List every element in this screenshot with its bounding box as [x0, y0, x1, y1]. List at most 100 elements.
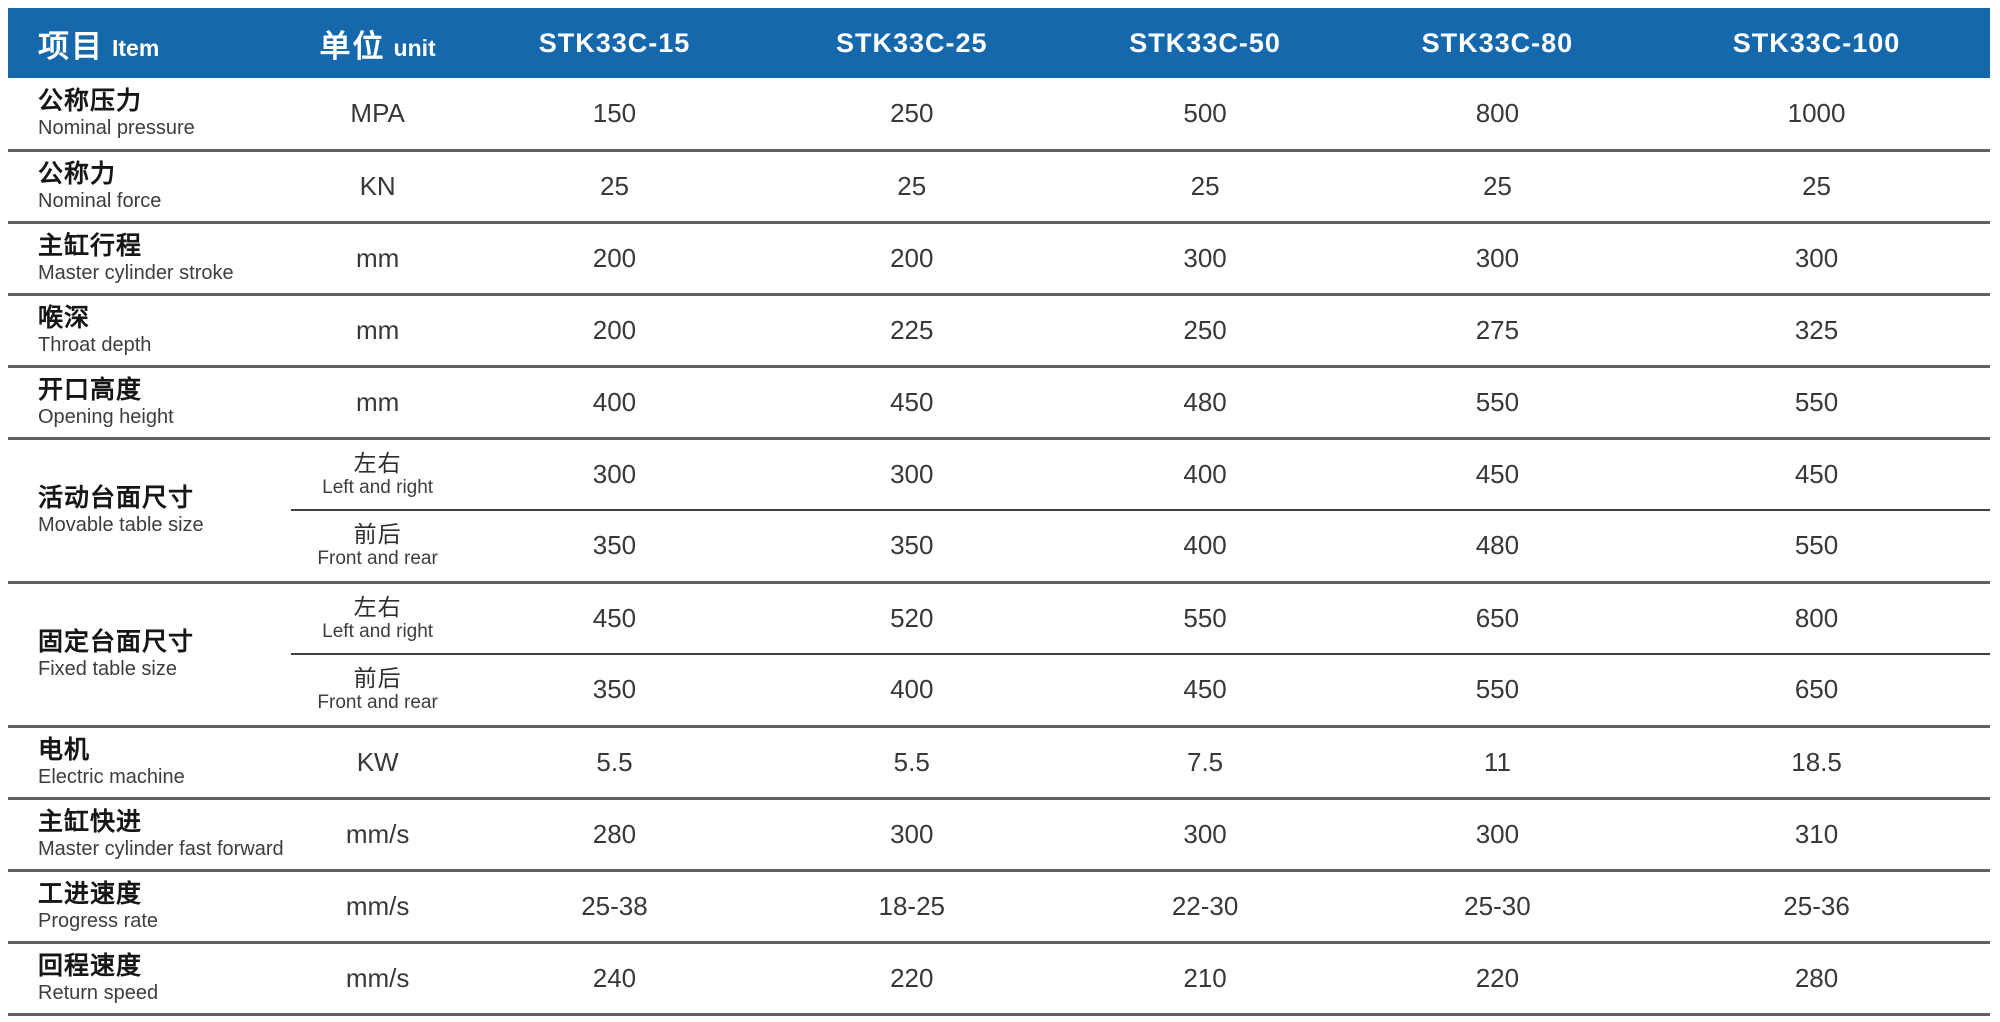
- row-item-cell: 活动台面尺寸 Movable table size: [8, 438, 292, 584]
- unit-cell: mm: [291, 222, 464, 296]
- item-label-cn: 固定台面尺寸: [38, 627, 195, 656]
- item-label-cn: 喉深: [38, 303, 91, 332]
- value-cell: 550: [1351, 654, 1644, 728]
- value-cell: 1000: [1643, 78, 1990, 152]
- value-cell: 480: [1058, 366, 1352, 440]
- unit-cell: mm/s: [291, 942, 464, 1016]
- value-cell: 450: [1351, 438, 1644, 511]
- item-label-en: Master cylinder fast forward: [38, 837, 284, 860]
- table-row-return-speed: 回程速度 Return speed mm/s 240 220 210 220 2…: [8, 942, 1990, 1016]
- value-cell: 210: [1058, 942, 1352, 1016]
- direction-cell: 左右 Left and right: [291, 438, 464, 511]
- value-cell: 350: [463, 654, 766, 728]
- item-label-en: Progress rate: [38, 909, 159, 932]
- direction-cell: 左右 Left and right: [291, 582, 464, 655]
- item-label-en: Fixed table size: [38, 657, 177, 680]
- item-label-en: Movable table size: [38, 513, 204, 536]
- row-item-cell: 电机 Electric machine: [8, 726, 292, 800]
- value-cell: 5.5: [463, 726, 766, 800]
- table-row-master-cylinder-stroke: 主缸行程 Master cylinder stroke mm 200 200 3…: [8, 222, 1990, 296]
- spec-table: 项目 Item 单位 unit STK33C-15 STK33C-25 STK33C…: [8, 8, 1990, 1016]
- header-model-stk33c-50: STK33C-50: [1058, 8, 1352, 78]
- item-label-en: Return speed: [38, 981, 159, 1004]
- value-cell: 500: [1058, 78, 1352, 152]
- table-row-nominal-force: 公称力 Nominal force KN 25 25 25 25 25: [8, 150, 1990, 224]
- value-cell: 240: [463, 942, 766, 1016]
- header-item: 项目 Item: [8, 8, 292, 78]
- value-cell: 800: [1643, 582, 1990, 655]
- table-row-master-cylinder-fast-forward: 主缸快进 Master cylinder fast forward mm/s 2…: [8, 798, 1990, 872]
- value-cell: 450: [765, 366, 1059, 440]
- row-item-cell: 喉深 Throat depth: [8, 294, 292, 368]
- value-cell: 200: [463, 222, 766, 296]
- direction-label-cn: 左右: [353, 449, 402, 476]
- value-cell: 18-25: [765, 870, 1059, 944]
- item-label-en: Throat depth: [38, 333, 152, 356]
- value-cell: 200: [463, 294, 766, 368]
- value-cell: 310: [1643, 798, 1990, 872]
- value-cell: 350: [463, 510, 766, 584]
- direction-label-cn: 前后: [353, 665, 402, 692]
- direction-cell: 前后 Front and rear: [291, 510, 464, 584]
- row-item-cell: 工进速度 Progress rate: [8, 870, 292, 944]
- item-label-cn: 活动台面尺寸: [38, 483, 195, 512]
- row-item-cell: 回程速度 Return speed: [8, 942, 292, 1016]
- item-label-cn: 主缸快进: [38, 807, 143, 836]
- item-label-en: Nominal force: [38, 189, 162, 212]
- table-row-nominal-pressure: 公称压力 Nominal pressure MPA 150 250 500 80…: [8, 78, 1990, 152]
- table-row-progress-rate: 工进速度 Progress rate mm/s 25-38 18-25 22-3…: [8, 870, 1990, 944]
- value-cell: 280: [463, 798, 766, 872]
- value-cell: 450: [1058, 654, 1352, 728]
- value-cell: 220: [765, 942, 1059, 1016]
- item-label-en: Nominal pressure: [38, 116, 195, 139]
- value-cell: 250: [765, 78, 1059, 152]
- row-item-cell: 开口高度 Opening height: [8, 366, 292, 440]
- value-cell: 25: [765, 150, 1059, 224]
- value-cell: 520: [765, 582, 1059, 655]
- value-cell: 5.5: [765, 726, 1059, 800]
- value-cell: 300: [765, 438, 1059, 511]
- direction-cell: 前后 Front and rear: [291, 654, 464, 728]
- value-cell: 300: [765, 798, 1059, 872]
- value-cell: 300: [1351, 222, 1644, 296]
- row-item-cell: 固定台面尺寸 Fixed table size: [8, 582, 292, 728]
- table-row-electric-machine: 电机 Electric machine KW 5.5 5.5 7.5 11 18…: [8, 726, 1990, 800]
- row-item-cell: 主缸行程 Master cylinder stroke: [8, 222, 292, 296]
- row-item-cell: 主缸快进 Master cylinder fast forward: [8, 798, 292, 872]
- unit-cell: mm/s: [291, 798, 464, 872]
- value-cell: 550: [1058, 582, 1352, 655]
- value-cell: 22-30: [1058, 870, 1352, 944]
- value-cell: 25-30: [1351, 870, 1644, 944]
- value-cell: 250: [1058, 294, 1352, 368]
- value-cell: 550: [1643, 366, 1990, 440]
- value-cell: 11: [1351, 726, 1644, 800]
- header-item-cn: 项目: [38, 28, 104, 64]
- header-model-stk33c-80: STK33C-80: [1351, 8, 1644, 78]
- value-cell: 200: [765, 222, 1059, 296]
- header-model-stk33c-25: STK33C-25: [765, 8, 1059, 78]
- item-label-cn: 回程速度: [38, 951, 143, 980]
- item-label-en: Electric machine: [38, 765, 185, 788]
- value-cell: 300: [1643, 222, 1990, 296]
- value-cell: 275: [1351, 294, 1644, 368]
- table-row-fixed-table-size-fr: 前后 Front and rear 350 400 450 550 650: [8, 654, 1990, 728]
- item-label-cn: 公称压力: [38, 86, 143, 115]
- value-cell: 550: [1351, 366, 1644, 440]
- value-cell: 25: [463, 150, 766, 224]
- value-cell: 225: [765, 294, 1059, 368]
- value-cell: 480: [1351, 510, 1644, 584]
- direction-label-cn: 左右: [353, 593, 402, 620]
- value-cell: 400: [765, 654, 1059, 728]
- value-cell: 25-36: [1643, 870, 1990, 944]
- header-unit-en: unit: [393, 34, 436, 61]
- unit-cell: mm/s: [291, 870, 464, 944]
- table-header: 项目 Item 单位 unit STK33C-15 STK33C-25 STK33C…: [8, 8, 1990, 78]
- value-cell: 150: [463, 78, 766, 152]
- value-cell: 280: [1643, 942, 1990, 1016]
- direction-label-en: Left and right: [322, 476, 434, 498]
- value-cell: 300: [1058, 222, 1352, 296]
- value-cell: 400: [1058, 510, 1352, 584]
- value-cell: 25: [1058, 150, 1352, 224]
- value-cell: 325: [1643, 294, 1990, 368]
